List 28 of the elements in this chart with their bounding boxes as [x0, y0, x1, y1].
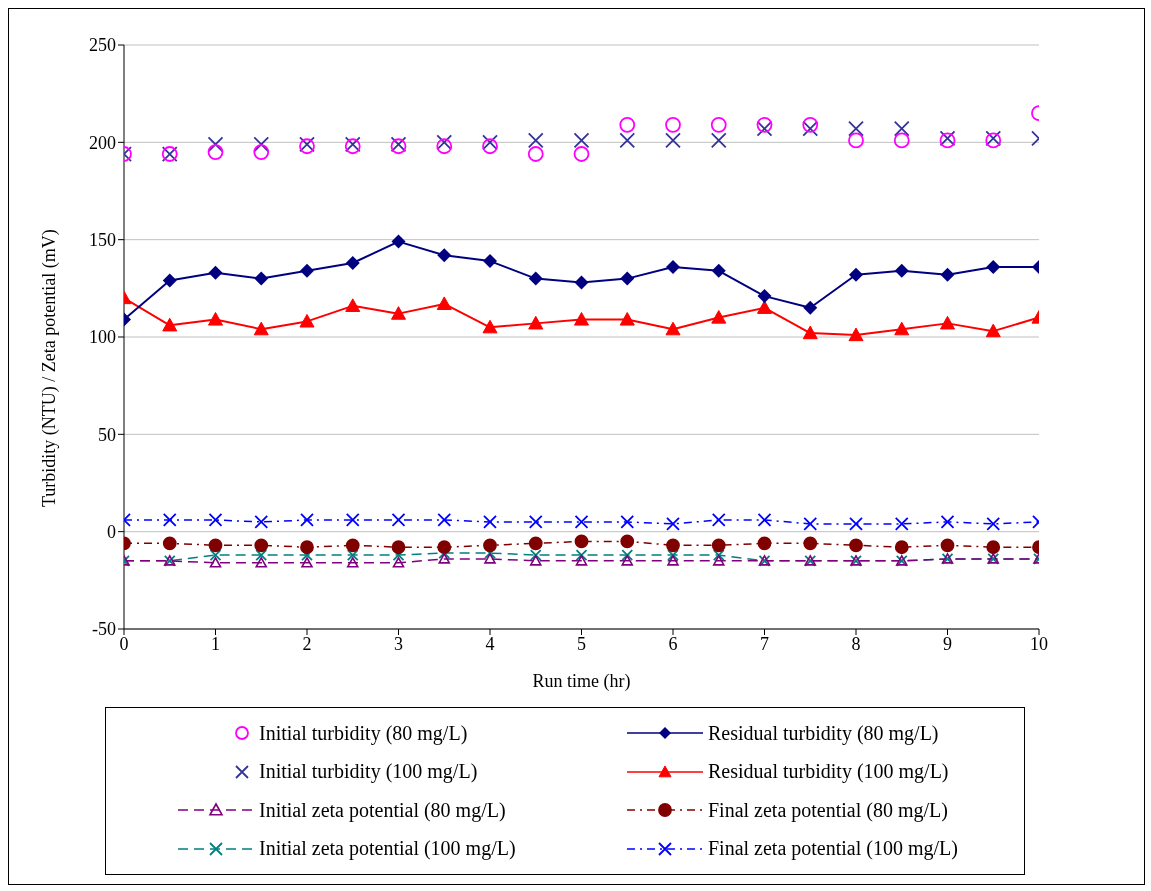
x-tick-label: 5: [577, 633, 586, 654]
legend-label: Initial zeta potential (100 mg/L): [259, 837, 516, 861]
legend-label: Residual turbidity (80 mg/L): [708, 721, 939, 745]
x-tick-label: 6: [668, 633, 678, 654]
x-tick-label: 10: [1030, 633, 1048, 654]
x-tick-label: 2: [302, 633, 312, 654]
x-tick-label: 9: [943, 633, 952, 654]
legend-label: Residual turbidity (100 mg/L): [708, 760, 949, 784]
legend-label: Initial turbidity (100 mg/L): [259, 760, 478, 784]
y-tick-label: -50: [92, 619, 116, 640]
y-tick-label: 200: [89, 132, 116, 153]
x-tick-label: 4: [485, 633, 495, 654]
x-tick-label: 8: [851, 633, 861, 654]
x-tick-label: 0: [119, 633, 129, 654]
y-tick-label: 50: [98, 424, 116, 445]
legend-label: Initial zeta potential (80 mg/L): [259, 798, 506, 822]
y-axis-title: Turbidity (NTU) / Zeta potential (mV): [39, 229, 61, 507]
x-tick-label: 3: [394, 633, 403, 654]
y-tick-label: 100: [89, 327, 116, 348]
x-tick-label: 1: [211, 633, 220, 654]
legend-label: Final zeta potential (100 mg/L): [708, 837, 958, 861]
legend-label: Final zeta potential (80 mg/L): [708, 798, 948, 822]
x-tick-label: 7: [760, 633, 769, 654]
legend-label: Initial turbidity (80 mg/L): [259, 721, 468, 745]
x-axis-title: Run time (hr): [532, 671, 631, 692]
y-tick-label: 150: [89, 230, 116, 251]
y-tick-label: 0: [107, 522, 116, 543]
y-tick-label: 250: [89, 35, 116, 56]
